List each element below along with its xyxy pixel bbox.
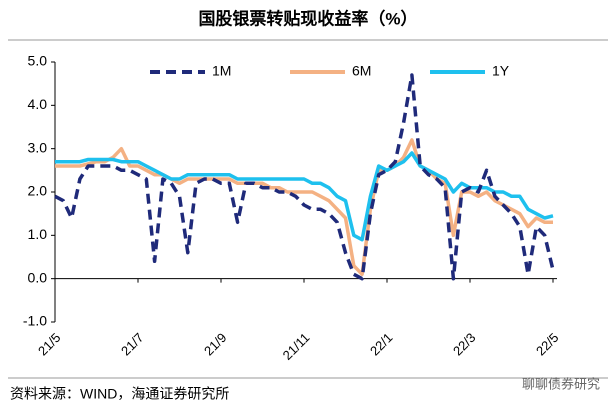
series-line: [54, 73, 555, 281]
legend-label: 6M: [352, 63, 371, 79]
source: 资料来源：WIND，海通证券研究所: [10, 386, 229, 402]
x-tick-label: 22/1: [367, 330, 396, 359]
x-tick-label: 22/5: [533, 330, 562, 359]
y-tick-label: 1.0: [28, 226, 48, 242]
y-tick-label: 5.0: [28, 53, 48, 69]
y-tick-label: 3.0: [28, 139, 48, 155]
y-tick-label: -1.0: [23, 313, 47, 329]
x-tick-label: 21/9: [201, 330, 230, 359]
series-line: [55, 138, 553, 277]
legend-label: 1Y: [492, 63, 510, 79]
watermark: 聊聊债券研究: [522, 376, 600, 391]
x-tick-label: 21/7: [118, 330, 147, 359]
y-tick-label: 0.0: [28, 269, 48, 285]
legend-label: 1M: [212, 63, 231, 79]
y-tick-label: 2.0: [28, 183, 48, 199]
x-tick-label: 22/3: [450, 330, 479, 359]
x-tick-label: 21/5: [35, 330, 64, 359]
x-tick-label: 21/11: [280, 330, 313, 363]
y-tick-label: 4.0: [28, 96, 48, 112]
chart-title: 国股银票转贴现收益率（%）: [198, 8, 417, 28]
